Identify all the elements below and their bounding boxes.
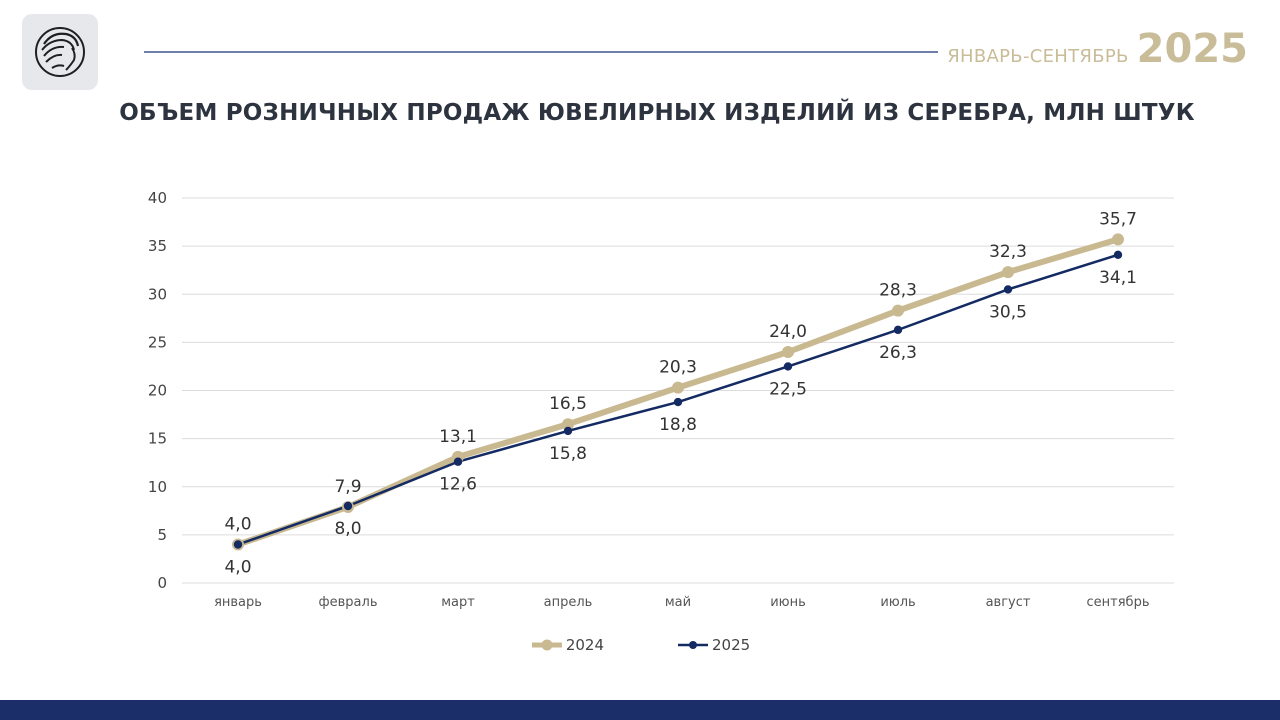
data-label-2024: 7,9 — [334, 477, 361, 497]
data-point-2024 — [892, 304, 904, 317]
y-tick-label: 35 — [148, 237, 167, 255]
header-divider — [144, 51, 938, 53]
data-point-2024 — [672, 381, 684, 394]
x-tick-label: январь — [214, 595, 262, 610]
legend-item-2024: 2024 — [530, 636, 604, 654]
data-point-2025 — [1003, 285, 1013, 294]
y-tick-label: 30 — [148, 285, 167, 303]
y-tick-label: 20 — [148, 382, 167, 400]
x-tick-label: февраль — [319, 595, 378, 610]
legend-marker-2024-icon — [531, 639, 562, 651]
data-label-2024: 20,3 — [659, 358, 697, 378]
y-tick-label: 15 — [148, 430, 167, 448]
period-year: 2025 — [1136, 26, 1248, 72]
y-tick-label: 5 — [157, 526, 167, 544]
data-label-2024: 28,3 — [879, 281, 917, 301]
data-point-2025 — [1113, 250, 1123, 259]
chart-title: ОБЪЕМ РОЗНИЧНЫХ ПРОДАЖ ЮВЕЛИРНЫХ ИЗДЕЛИЙ… — [119, 100, 1195, 126]
x-tick-label: сентябрь — [1087, 595, 1150, 610]
data-label-2025: 15,8 — [549, 444, 587, 464]
data-label-2025: 18,8 — [659, 415, 697, 435]
footer-bar — [0, 700, 1280, 720]
data-label-2024: 32,3 — [989, 242, 1027, 262]
data-label-2025: 4,0 — [224, 558, 251, 578]
data-label-2024: 35,7 — [1099, 209, 1137, 229]
data-point-2024 — [562, 418, 574, 431]
legend-item-2025: 2025 — [676, 636, 750, 654]
x-tick-label: март — [441, 595, 475, 610]
x-tick-label: апрель — [544, 595, 593, 610]
data-point-2024 — [782, 346, 794, 358]
y-tick-label: 25 — [148, 333, 167, 351]
data-point-2025 — [563, 426, 573, 436]
y-tick-label: 40 — [148, 189, 167, 207]
data-point-2025 — [233, 540, 243, 549]
legend-label-2025: 2025 — [712, 636, 751, 654]
data-label-2024: 24,0 — [769, 322, 807, 342]
data-point-2025 — [893, 325, 903, 335]
data-label-2025: 30,5 — [989, 302, 1027, 322]
x-tick-label: август — [986, 595, 1031, 610]
data-point-2025 — [783, 362, 793, 371]
y-tick-label: 0 — [157, 574, 167, 592]
period-label: ЯНВАРЬ-СЕНТЯБРЬ — [947, 46, 1129, 67]
data-label-2025: 26,3 — [879, 343, 917, 363]
data-label-2025: 22,5 — [769, 379, 807, 399]
data-point-2025 — [673, 397, 683, 407]
data-point-2025 — [343, 501, 353, 511]
chart-legend: 2024 2025 — [0, 636, 1280, 654]
data-label-2025: 34,1 — [1099, 268, 1137, 288]
x-tick-label: май — [665, 595, 691, 610]
profile-head-icon — [35, 27, 85, 77]
data-label-2024: 16,5 — [549, 394, 587, 414]
x-tick-label: июнь — [770, 595, 806, 610]
data-label-2025: 12,6 — [439, 475, 477, 495]
legend-label-2024: 2024 — [565, 636, 604, 654]
data-label-2024: 13,1 — [439, 427, 477, 447]
data-point-2024 — [1112, 233, 1124, 246]
company-logo — [22, 14, 98, 90]
data-point-2025 — [453, 457, 463, 466]
x-tick-label: июль — [880, 595, 915, 610]
report-period: ЯНВАРЬ-СЕНТЯБРЬ 2025 — [947, 26, 1248, 72]
legend-marker-2025-icon — [678, 641, 708, 649]
y-tick-label: 10 — [148, 478, 167, 496]
data-label-2024: 4,0 — [224, 515, 251, 535]
data-label-2025: 8,0 — [334, 519, 361, 539]
data-point-2024 — [1002, 266, 1014, 279]
